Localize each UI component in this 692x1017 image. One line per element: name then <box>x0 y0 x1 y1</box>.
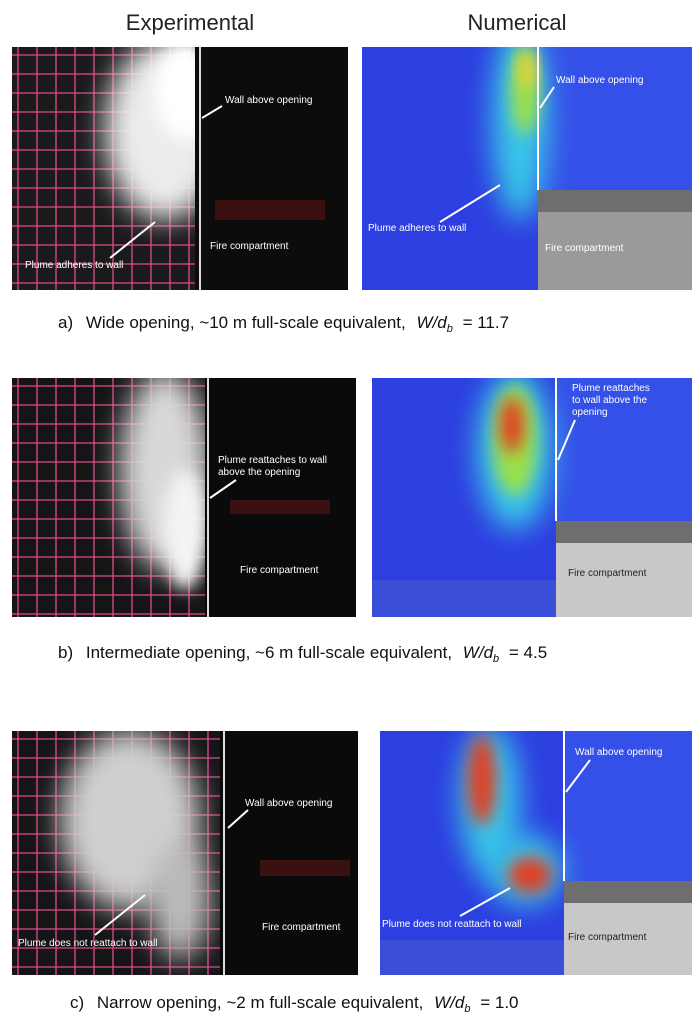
ratio-symbol: W/d <box>434 993 465 1012</box>
caption-label: c) <box>70 993 84 1012</box>
annotation: Wall above opening <box>556 75 643 86</box>
caption-label: b) <box>58 643 73 662</box>
ratio-value: = 4.5 <box>509 643 547 662</box>
header: Numerical <box>467 10 566 35</box>
annotation: Fire compartment <box>240 565 319 576</box>
annotation: to wall above the <box>572 395 647 406</box>
annotation: Fire compartment <box>568 932 647 943</box>
annotation: Fire compartment <box>545 243 624 254</box>
ratio-symbol: W/d <box>416 313 447 332</box>
annotation: Plume adheres to wall <box>25 260 123 271</box>
annotation: Plume adheres to wall <box>368 223 466 234</box>
annotation: opening <box>572 407 608 418</box>
numerical-image <box>362 20 692 290</box>
annotation: Plume does not reattach to wall <box>18 938 158 949</box>
caption: c) Narrow opening, ~2 m full-scale equiv… <box>70 993 519 1016</box>
annotation: Fire compartment <box>210 241 289 252</box>
annotation: Wall above opening <box>575 747 662 758</box>
annotation: Plume reattaches <box>572 383 650 394</box>
caption-text: Intermediate opening, ~6 m full-scale eq… <box>86 643 452 662</box>
ratio-value: = 11.7 <box>463 313 509 332</box>
header: Experimental <box>126 10 254 35</box>
annotation: Plume reattaches to wall <box>218 455 327 466</box>
ratio-subscript: b <box>493 653 499 665</box>
annotation: Fire compartment <box>262 922 341 933</box>
annotation: Wall above opening <box>245 798 332 809</box>
experimental-image <box>12 40 348 290</box>
figure: Experimental Numerical Wall above openin… <box>0 0 692 1017</box>
caption-text: Wide opening, ~10 m full-scale equivalen… <box>86 313 406 332</box>
numerical-image <box>372 370 692 617</box>
annotation: Plume does not reattach to wall <box>382 919 522 930</box>
annotation: Wall above opening <box>225 95 312 106</box>
annotation: Fire compartment <box>568 568 647 579</box>
caption: b) Intermediate opening, ~6 m full-scale… <box>58 643 547 666</box>
ratio-value: = 1.0 <box>480 993 518 1012</box>
ratio-subscript: b <box>464 1003 470 1015</box>
caption-text: Narrow opening, ~2 m full-scale equivale… <box>97 993 423 1012</box>
caption-label: a) <box>58 313 73 332</box>
ratio-subscript: b <box>447 323 453 335</box>
annotation: above the opening <box>218 467 300 478</box>
experimental-image <box>12 370 356 617</box>
caption: a) Wide opening, ~10 m full-scale equiva… <box>58 313 509 336</box>
ratio-symbol: W/d <box>463 643 494 662</box>
